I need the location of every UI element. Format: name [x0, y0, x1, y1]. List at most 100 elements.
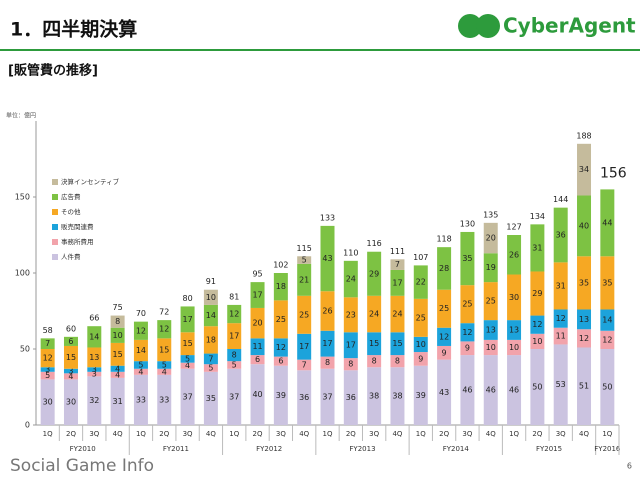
segment-label: 23: [346, 310, 356, 319]
bar-segment: [203, 304, 218, 327]
segment-label: 6: [68, 337, 73, 346]
total-label: 107: [413, 253, 428, 262]
bar-segment: [507, 355, 522, 425]
bar-segment: [320, 330, 335, 357]
segment-label: 3: [92, 365, 97, 374]
bar-segment: [40, 349, 55, 368]
bar-segment: [460, 323, 475, 342]
segment-label: 14: [89, 332, 99, 341]
bar-segment: [367, 295, 382, 333]
bar-segment: [507, 339, 522, 356]
total-label: 135: [483, 210, 498, 219]
bar-segment: [87, 371, 102, 377]
x-tick-label: 4Q: [392, 430, 402, 438]
segment-label: 28: [439, 264, 449, 273]
bar-segment: [110, 365, 125, 372]
legend-swatch: [52, 224, 58, 230]
segment-label: 12: [462, 328, 472, 337]
segment-label: 12: [532, 320, 542, 329]
logo-mark: [476, 14, 500, 38]
bar-segment: [343, 358, 358, 371]
total-label: 188: [576, 131, 591, 140]
unit-label: 単位：億円: [6, 112, 36, 120]
bar-segment: [40, 367, 55, 372]
segment-label: 17: [392, 278, 402, 287]
segment-label: 5: [232, 360, 237, 369]
segment-label: 34: [579, 165, 589, 174]
segment-label: 39: [276, 391, 286, 400]
x-tick-label: 3Q: [556, 430, 566, 438]
subtitle: [販管費の推移]: [8, 63, 98, 79]
bar-segment: [250, 307, 265, 339]
segment-label: 8: [232, 351, 237, 360]
total-label: 134: [530, 212, 545, 221]
bar-segment: [273, 365, 288, 425]
bar-segment: [390, 295, 405, 333]
x-tick-label: 1Q: [509, 430, 519, 438]
segment-label: 13: [486, 326, 496, 335]
total-label: 144: [553, 195, 568, 204]
x-tick-label: 1Q: [416, 430, 426, 438]
bar-segment: [273, 273, 288, 301]
bar-segment: [483, 282, 498, 321]
bar-segment: [133, 321, 148, 340]
bar-segment: [483, 355, 498, 425]
segment-label: 43: [322, 254, 332, 263]
group-label: FY2010: [70, 445, 96, 453]
bar-segment: [227, 349, 242, 362]
bar-segment: [133, 339, 148, 362]
bar-segment: [133, 374, 148, 425]
segment-label: 19: [486, 263, 496, 272]
bar-segment: [157, 361, 172, 369]
segment-label: 12: [159, 325, 169, 334]
segment-label: 37: [229, 392, 239, 401]
bar-segment: [577, 256, 592, 310]
bar-segment: [297, 256, 312, 264]
bar-segment: [157, 368, 172, 375]
bar-segment: [437, 327, 452, 346]
segment-label: 33: [136, 395, 146, 404]
total-label: 115: [297, 244, 312, 253]
segment-label: 4: [68, 372, 73, 381]
bar-segment: [227, 304, 242, 324]
bar-segment: [367, 251, 382, 296]
segment-label: 51: [579, 382, 589, 391]
segment-label: 21: [299, 275, 309, 284]
segment-label: 15: [392, 339, 402, 348]
total-label: 80: [182, 294, 192, 303]
segment-label: 53: [556, 380, 566, 389]
segment-label: 25: [486, 297, 496, 306]
bar-segment: [40, 371, 55, 380]
segment-label: 3: [92, 370, 97, 379]
bar-segment: [600, 256, 615, 310]
segment-label: 5: [302, 256, 307, 265]
bar-segment: [437, 345, 452, 360]
bar-segment: [553, 309, 568, 328]
segment-label: 14: [136, 346, 146, 355]
segment-label: 29: [532, 289, 542, 298]
bar-segment: [600, 330, 615, 349]
segment-label: 35: [602, 278, 612, 287]
bar-segment: [273, 338, 288, 357]
bar-segment: [437, 247, 452, 290]
segment-label: 8: [115, 317, 120, 326]
segment-label: 37: [182, 392, 192, 401]
segment-label: 7: [302, 360, 307, 369]
bar-segment: [63, 336, 78, 346]
bar-segment: [483, 320, 498, 340]
bar-segment: [577, 329, 592, 348]
bar-segment: [133, 368, 148, 375]
bar-segment: [250, 282, 265, 308]
bar-segment: [320, 291, 335, 331]
bar-segment: [530, 271, 545, 316]
bar-segment: [367, 355, 382, 368]
segment-label: 4: [115, 370, 120, 379]
bar-segment: [180, 368, 195, 425]
bar-segment: [507, 235, 522, 275]
bar-segment: [530, 315, 545, 334]
title: 1．四半期決算: [10, 18, 137, 41]
bar-segment: [87, 326, 102, 348]
bar-segment: [507, 274, 522, 321]
bar-segment: [530, 349, 545, 425]
x-tick-label: 4Q: [486, 430, 496, 438]
